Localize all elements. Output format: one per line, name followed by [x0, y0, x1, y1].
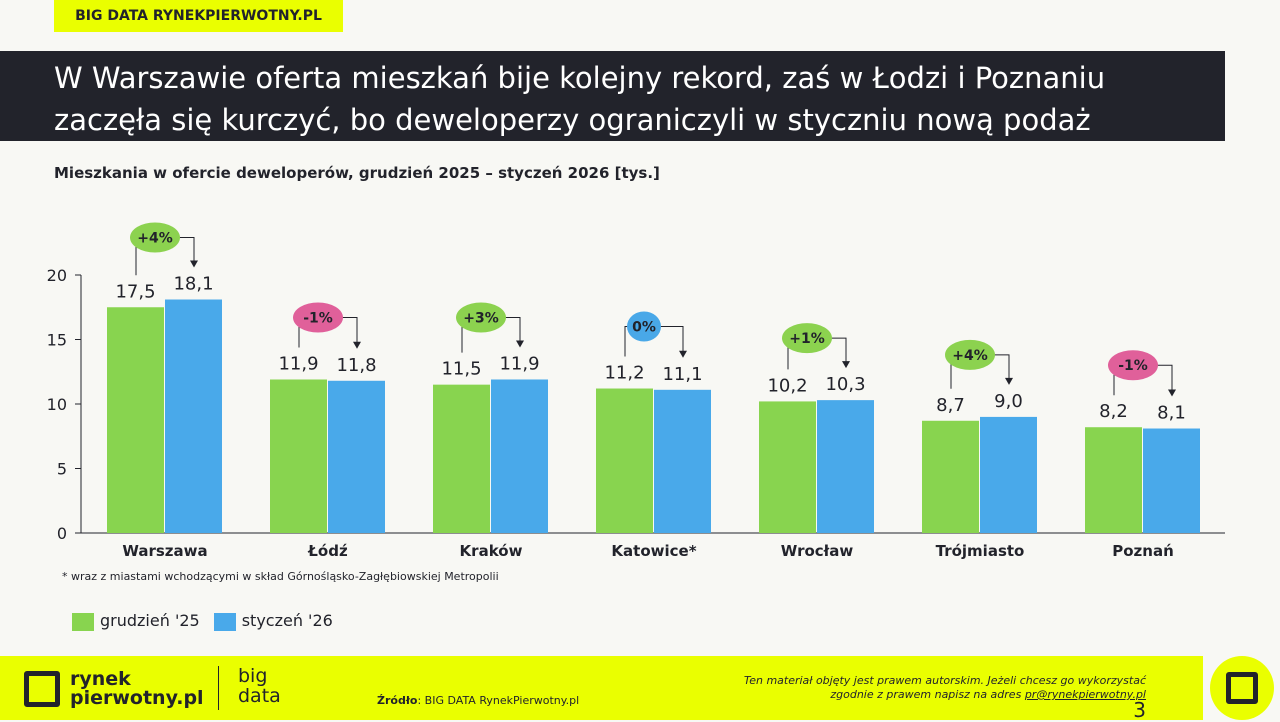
y-tick-label: 5: [57, 460, 67, 479]
bar-jan: [654, 389, 711, 533]
legend: grudzień '25 styczeń '26: [72, 611, 333, 631]
source-label: Źródło: [377, 694, 418, 707]
brand-tag: BIG DATA RYNEKPIERWOTNY.PL: [54, 0, 343, 32]
data-label: 8,2: [1099, 401, 1128, 422]
bar-jan: [165, 299, 222, 533]
change-bracket: [654, 326, 684, 352]
data-label: 11,1: [662, 364, 702, 385]
change-badge: [456, 302, 506, 333]
x-tick-label: Wrocław: [781, 542, 854, 560]
bar-dec: [433, 384, 490, 533]
bar-dec: [596, 388, 653, 533]
rights-line-1: Ten materiał objęty jest prawem autorski…: [743, 674, 1146, 687]
x-tick-label: Łódź: [307, 542, 348, 560]
bigdata-logo: big data: [238, 666, 281, 706]
footer: rynek pierwotny.pl big data Źródło: BIG DA…: [0, 656, 1203, 722]
page-title: W Warszawie oferta mieszkań bije kolejny…: [0, 51, 1225, 141]
footnote: * wraz z miastami wchodzącymi w skład Gó…: [62, 570, 499, 583]
bar-dec: [270, 379, 327, 533]
legend-label: styczeń '26: [241, 611, 333, 630]
bar-dec: [107, 307, 164, 533]
bar-jan: [491, 379, 548, 533]
page-number: 3: [1133, 698, 1146, 722]
x-tick-label: Poznań: [1112, 542, 1174, 560]
source-text: : BIG DATA RynekPierwotny.pl: [417, 694, 580, 707]
logo-line-1: rynek: [70, 668, 131, 690]
divider: [218, 666, 219, 710]
logo-big: big: [238, 665, 268, 687]
logo-line-2: pierwotny.pl: [70, 687, 204, 709]
logo-square-icon: [1226, 672, 1258, 704]
data-label: 17,5: [115, 281, 155, 302]
bar-dec: [922, 420, 979, 533]
bar-jan: [817, 400, 874, 533]
copyright-note: Ten materiał objęty jest prawem autorski…: [744, 674, 1146, 702]
legend-swatch: [72, 612, 94, 631]
bar-jan: [980, 416, 1037, 533]
x-tick-label: Warszawa: [122, 542, 207, 560]
arrow-down-icon: [516, 340, 524, 348]
bar-jan: [328, 380, 385, 533]
x-tick-label: Trójmiasto: [936, 542, 1025, 560]
arrow-down-icon: [1168, 389, 1176, 397]
legend-item-dec: grudzień '25: [72, 611, 200, 631]
change-label: -1%: [303, 310, 333, 326]
change-label: +1%: [789, 331, 825, 347]
arrow-down-icon: [190, 260, 198, 268]
x-tick-label: Kraków: [460, 542, 523, 560]
bar-jan: [1143, 428, 1200, 533]
y-tick-label: 15: [47, 331, 67, 350]
data-label: 11,9: [278, 353, 318, 374]
data-label: 8,1: [1157, 403, 1186, 424]
change-label: -1%: [1118, 358, 1148, 374]
change-badge: [1108, 350, 1158, 381]
legend-swatch: [213, 612, 236, 631]
data-label: 10,2: [767, 375, 807, 396]
legend-item-jan: styczeń '26: [213, 611, 333, 631]
y-tick-label: 0: [57, 524, 67, 543]
change-badge: [782, 323, 832, 354]
arrow-down-icon: [842, 361, 850, 369]
legend-label: grudzień '25: [100, 611, 200, 630]
data-label: 11,5: [441, 359, 481, 380]
title-line-1: W Warszawie oferta mieszkań bije kolejny…: [54, 61, 1106, 95]
change-label: 0%: [632, 320, 656, 336]
logo-square-icon: [24, 671, 60, 707]
bar-dec: [1085, 427, 1142, 533]
change-label: +4%: [137, 231, 173, 247]
bar-chart: 0 5 10 15 20 Warszawa 17,5 18,1 +4% Łódź 11,9 11,8 -…: [47, 222, 1225, 560]
title-line-2: zaczęła się kurczyć, bo deweloperzy ogra…: [54, 103, 1091, 137]
data-label: 8,7: [936, 395, 965, 416]
email-link[interactable]: pr@rynekpierwotny.pl: [1024, 688, 1146, 701]
change-badge: [627, 311, 661, 342]
data-label: 11,8: [336, 355, 376, 376]
bar-dec: [759, 401, 816, 533]
arrow-down-icon: [679, 350, 687, 358]
change-label: +3%: [463, 310, 499, 326]
y-tick-label: 20: [47, 266, 67, 285]
change-badge: [130, 222, 180, 253]
data-label: 10,3: [825, 374, 865, 395]
data-label: 11,2: [604, 363, 644, 384]
logo-data: data: [238, 685, 281, 707]
y-tick-label: 10: [47, 395, 67, 414]
source: Źródło: BIG DATA RynekPierwotny.pl: [377, 694, 579, 707]
change-badge: [293, 302, 343, 333]
change-badge: [945, 339, 995, 370]
change-label: +4%: [952, 348, 988, 364]
rights-line-2: zgodnie z prawem napisz na adres: [830, 688, 1025, 701]
data-label: 9,0: [994, 391, 1023, 412]
arrow-down-icon: [353, 341, 361, 349]
arrow-down-icon: [1005, 377, 1013, 385]
rynekpierwotny-logo: rynek pierwotny.pl: [24, 670, 204, 708]
logo-circle: [1210, 656, 1274, 720]
x-tick-label: Katowice*: [611, 542, 696, 560]
data-label: 11,9: [499, 353, 539, 374]
chart-title: Mieszkania w ofercie deweloperów, grudzi…: [54, 164, 660, 182]
data-label: 18,1: [173, 274, 213, 295]
